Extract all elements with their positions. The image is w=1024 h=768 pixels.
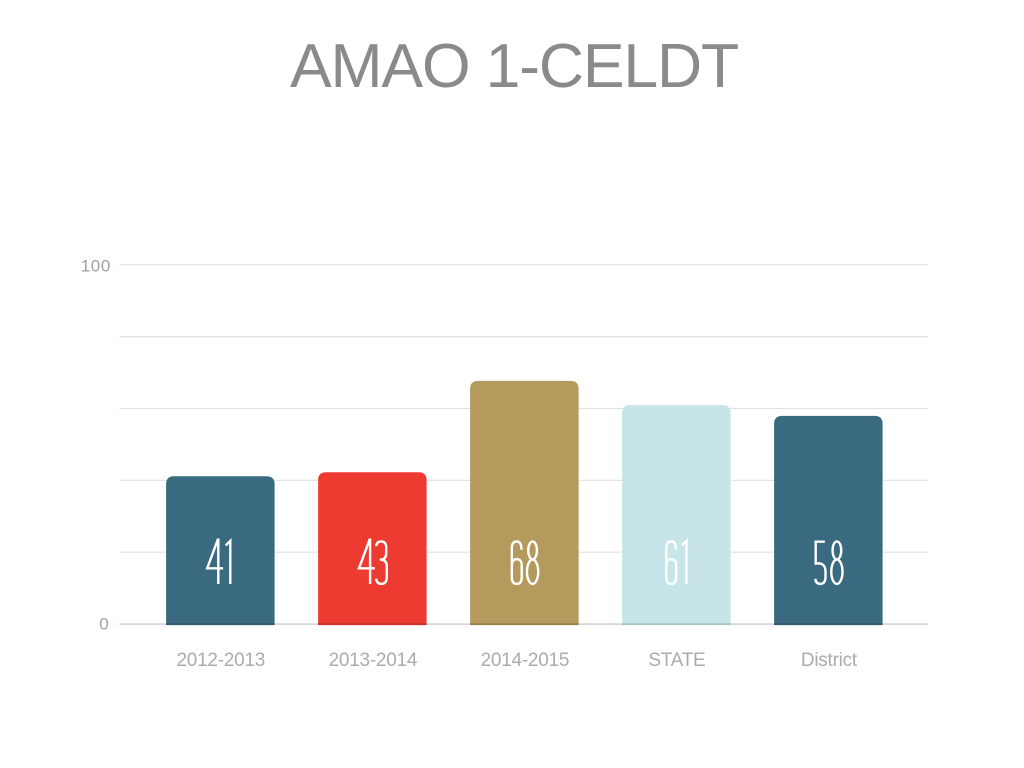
svg-text:0: 0 <box>99 615 108 634</box>
svg-text:2013-2014: 2013-2014 <box>329 650 418 671</box>
svg-text:AMAO 1-CELDT: AMAO 1-CELDT <box>290 31 738 101</box>
svg-text:STATE: STATE <box>648 650 705 671</box>
svg-text:2014-2015: 2014-2015 <box>481 650 570 671</box>
svg-text:2012-2013: 2012-2013 <box>176 650 265 671</box>
svg-text:100: 100 <box>81 257 111 276</box>
svg-text:District: District <box>801 650 858 671</box>
